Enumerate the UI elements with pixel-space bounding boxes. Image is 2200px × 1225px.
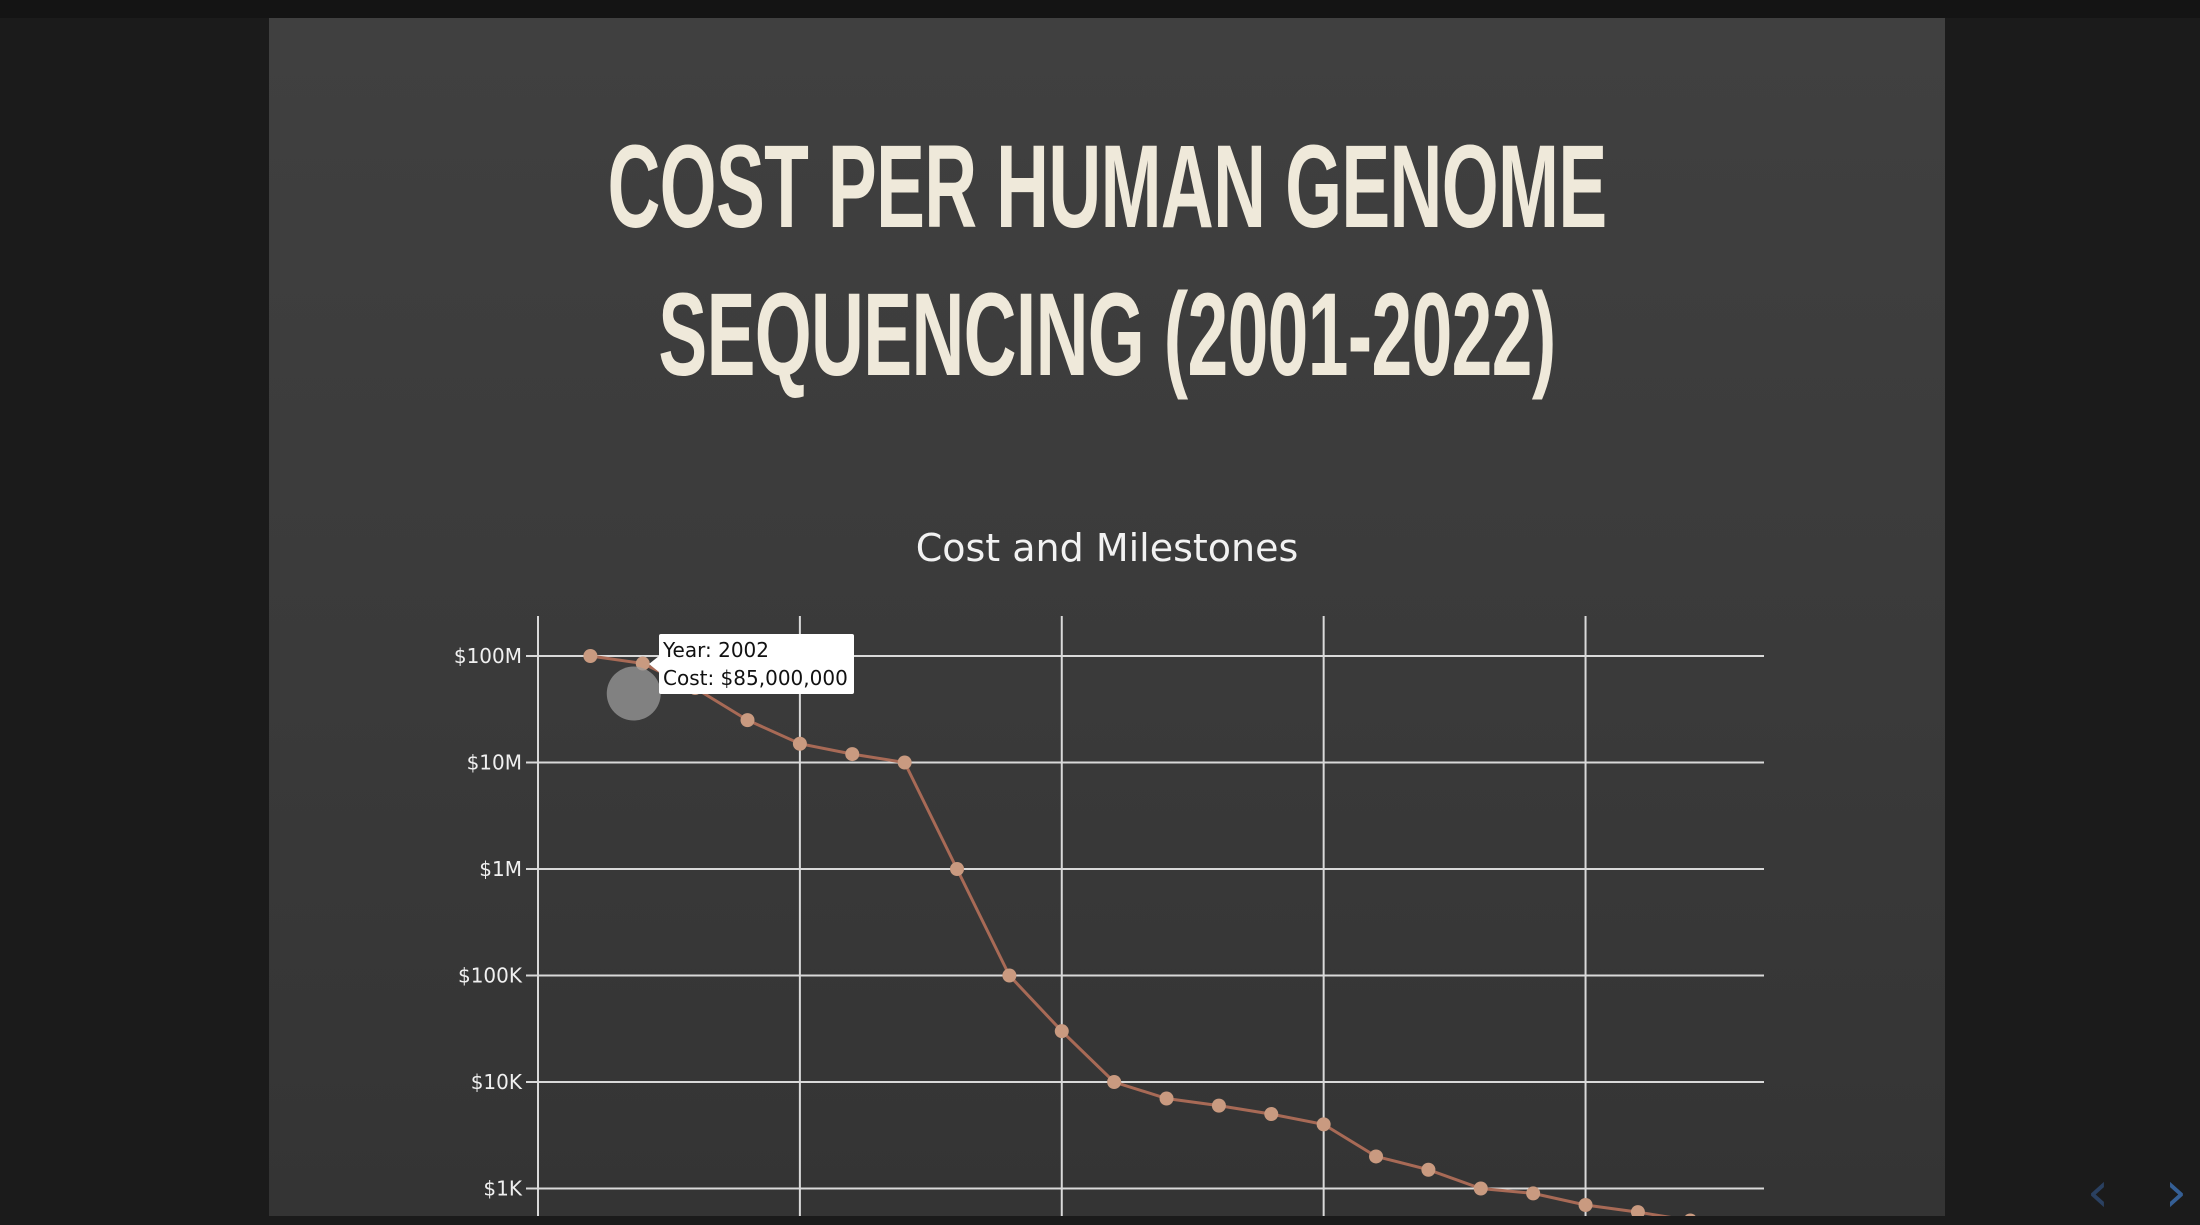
cost-chart[interactable]: $100M $10M $1M $100K $10K $1K: [269, 18, 1945, 1216]
next-slide-button[interactable]: ›: [2164, 1160, 2188, 1225]
prev-slide-button[interactable]: ‹: [2086, 1160, 2110, 1225]
data-point[interactable]: [1578, 1197, 1593, 1212]
hover-cursor: [606, 666, 661, 721]
slide-title: COST PER HUMAN GENOME SEQUENCING (2001-2…: [269, 113, 1945, 409]
top-bar: [0, 0, 2200, 18]
data-point[interactable]: [897, 755, 912, 770]
y-tick-label: $1M: [479, 857, 522, 881]
y-tick-labels: $100M $10M $1M $100K $10K $1K: [454, 644, 523, 1201]
series-markers: [583, 649, 1697, 1216]
tooltip-year: Year: 2002: [663, 638, 769, 662]
data-point[interactable]: [1211, 1098, 1226, 1113]
data-point[interactable]: [1473, 1181, 1488, 1196]
data-point[interactable]: [792, 736, 807, 751]
data-point[interactable]: [1421, 1162, 1436, 1177]
data-point[interactable]: [583, 649, 598, 663]
y-tick-label: $10K: [471, 1070, 523, 1094]
slide-title-line-2: SEQUENCING (2001-2022): [658, 269, 1556, 401]
data-point[interactable]: [1630, 1205, 1645, 1216]
tooltip-cost: Cost: $85,000,000: [663, 666, 848, 690]
x-gridlines: [537, 616, 1587, 1216]
data-point[interactable]: [1316, 1117, 1331, 1132]
data-point[interactable]: [1526, 1186, 1541, 1201]
hover-tooltip: Year: 2002 Cost: $85,000,000: [649, 634, 854, 694]
data-point[interactable]: [950, 862, 965, 876]
slide: COST PER HUMAN GENOME SEQUENCING (2001-2…: [269, 18, 1945, 1216]
data-point[interactable]: [1107, 1075, 1122, 1089]
data-point[interactable]: [635, 656, 650, 671]
data-point[interactable]: [1369, 1149, 1384, 1164]
data-point[interactable]: [1264, 1107, 1279, 1122]
y-tick-label: $100K: [458, 964, 523, 988]
data-point[interactable]: [740, 713, 755, 728]
series-line: [590, 654, 1672, 1216]
y-gridlines: [526, 655, 1764, 1190]
y-tick-label: $1K: [483, 1177, 522, 1201]
data-point[interactable]: [1159, 1091, 1174, 1106]
slide-title-line-1: COST PER HUMAN GENOME: [607, 121, 1607, 253]
data-point[interactable]: [1002, 968, 1017, 983]
chart-title: Cost and Milestones: [915, 526, 1299, 570]
data-point[interactable]: [1683, 1213, 1697, 1216]
y-tick-label: $10M: [467, 751, 522, 775]
y-tick-label: $100M: [454, 644, 522, 668]
data-point[interactable]: [1054, 1024, 1069, 1039]
data-point[interactable]: [845, 747, 860, 762]
